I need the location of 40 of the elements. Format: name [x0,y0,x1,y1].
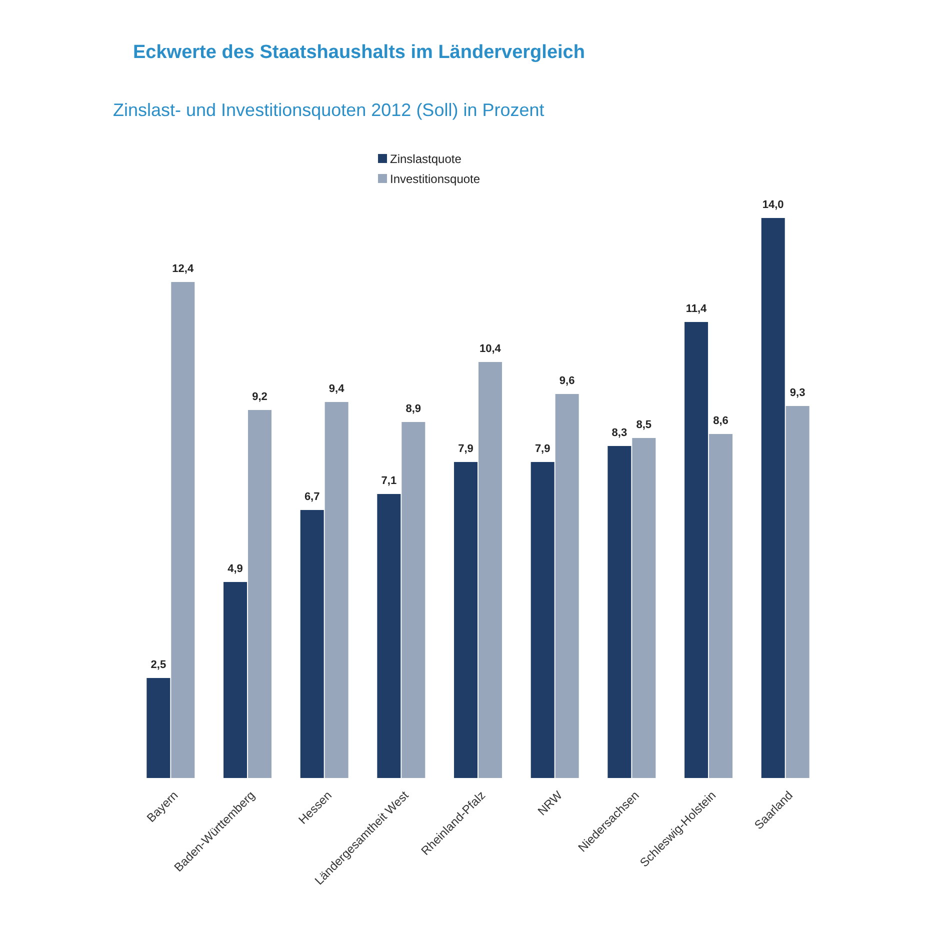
data-label: 11,4 [686,303,708,315]
bar [709,434,732,778]
data-label: 8,9 [406,403,422,415]
data-label: 7,1 [381,475,397,487]
data-label: 10,4 [480,343,502,355]
bar [786,406,810,778]
data-label: 4,9 [228,563,243,575]
data-label: 9,4 [328,383,346,395]
data-label: 2,5 [150,659,166,671]
bar [632,438,656,778]
bar [300,510,324,778]
bar [761,218,785,778]
data-label: 7,9 [458,443,474,455]
bar [402,422,426,778]
bar [608,446,632,778]
bar [555,394,579,778]
bar [454,462,478,778]
data-label: 9,2 [252,391,268,403]
data-label: 8,6 [713,415,728,427]
chart-title: Eckwerte des Staatshaushalts im Ländervergleich [133,42,585,63]
data-label: 12,4 [172,263,194,275]
bar [224,582,247,778]
bar [377,494,401,778]
bar [171,282,195,778]
data-label: 8,3 [612,427,628,439]
data-label: 9,6 [559,375,575,387]
data-label: 9,3 [790,387,806,399]
data-label: 7,9 [534,443,550,455]
data-label: 6,7 [304,491,320,503]
legend-label: Zinslastquote [390,152,462,166]
data-label: 8,5 [636,419,652,431]
bar [146,678,170,778]
data-label: 14,0 [762,199,784,211]
bar [248,410,272,778]
bar [684,322,708,778]
legend-label: Investitionsquote [390,172,480,186]
chart-subtitle: Zinslast- und Investitionsquoten 2012 (Soll) in Prozent [113,100,544,120]
bar [324,402,348,778]
bar [478,362,502,778]
bar [530,462,554,778]
